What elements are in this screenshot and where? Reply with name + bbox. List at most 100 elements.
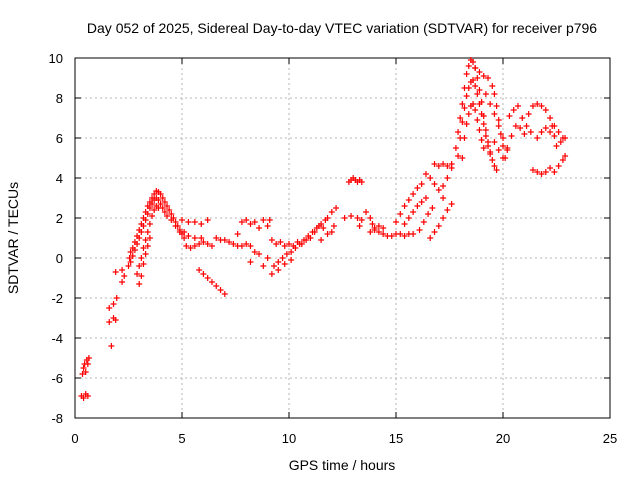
data-point [538, 171, 545, 177]
data-point [521, 131, 528, 137]
data-point [512, 123, 519, 129]
data-point [485, 75, 492, 81]
data-point [491, 91, 498, 97]
data-point [538, 129, 545, 135]
data-point [172, 223, 179, 229]
data-point [221, 237, 228, 243]
data-point [459, 101, 466, 107]
data-point [497, 131, 504, 137]
data-point [538, 103, 545, 109]
data-point [529, 167, 536, 173]
data-point [168, 217, 175, 223]
data-point [527, 129, 534, 135]
data-point [330, 223, 337, 229]
data-point [164, 203, 171, 209]
plot-frame [74, 57, 611, 419]
data-point [196, 267, 203, 273]
data-point [256, 225, 263, 231]
data-point [187, 245, 194, 251]
y-tick-label: 4 [56, 171, 63, 186]
data-point [277, 239, 284, 245]
data-point [112, 269, 119, 275]
data-point [358, 217, 365, 223]
data-point [204, 241, 211, 247]
data-point [470, 77, 477, 83]
data-point [418, 181, 425, 187]
data-point [553, 143, 560, 149]
data-point [555, 163, 562, 169]
data-point [455, 129, 462, 135]
data-point [547, 115, 554, 121]
data-point [168, 211, 175, 217]
data-point [472, 83, 479, 89]
data-point [480, 145, 487, 151]
data-point [523, 123, 530, 129]
data-point [161, 199, 168, 205]
data-point [470, 101, 477, 107]
data-point [234, 231, 241, 237]
data-point [146, 205, 153, 211]
data-point [555, 129, 562, 135]
data-point [463, 121, 470, 127]
data-point [198, 235, 205, 241]
x-tick-label: 15 [389, 431, 403, 446]
data-point [251, 219, 258, 225]
data-point [397, 231, 404, 237]
data-point [410, 209, 417, 215]
data-point [140, 261, 147, 267]
data-point [422, 171, 429, 177]
data-point [444, 207, 451, 213]
data-point [440, 161, 447, 167]
data-point [144, 229, 151, 235]
x-tick-label: 0 [71, 431, 78, 446]
data-point [401, 203, 408, 209]
data-point [324, 231, 331, 237]
data-point [275, 259, 282, 265]
data-point [144, 243, 151, 249]
data-point [140, 223, 147, 229]
data-point [264, 255, 271, 261]
data-point [286, 241, 292, 247]
data-point [380, 225, 387, 231]
data-point [459, 155, 466, 161]
data-point [519, 115, 526, 121]
data-point [465, 63, 472, 69]
data-point [440, 215, 447, 221]
data-point [472, 107, 479, 113]
x-tick-label: 25 [603, 431, 617, 446]
data-point [444, 163, 451, 169]
data-point [318, 237, 325, 243]
data-point [375, 229, 382, 235]
data-point [474, 91, 481, 97]
data-point [367, 229, 374, 235]
data-point [534, 169, 541, 175]
axis-ticks: 0 5 10 15 20 25 -8 -6 -4 -2 0 2 4 6 8 10 [49, 51, 618, 446]
data-point [155, 205, 162, 211]
data-point [204, 217, 211, 223]
data-point [562, 153, 569, 159]
data-point [328, 229, 335, 235]
data-point [435, 223, 442, 229]
data-point [134, 241, 141, 247]
data-point [108, 343, 115, 349]
data-point [191, 235, 198, 241]
data-point [356, 223, 363, 229]
data-point [476, 127, 483, 133]
data-point [559, 157, 566, 163]
data-point [238, 219, 245, 225]
data-point [542, 107, 549, 113]
data-point [161, 209, 168, 215]
data-point [422, 195, 429, 201]
data-point [166, 207, 173, 213]
data-point [369, 221, 376, 227]
data-point [474, 75, 481, 81]
data-point [562, 135, 569, 141]
data-point [243, 217, 250, 223]
data-point [127, 249, 134, 255]
data-point [542, 169, 549, 175]
data-point [256, 251, 263, 257]
data-point [126, 255, 133, 261]
data-point [380, 231, 387, 237]
data-point [465, 85, 472, 91]
